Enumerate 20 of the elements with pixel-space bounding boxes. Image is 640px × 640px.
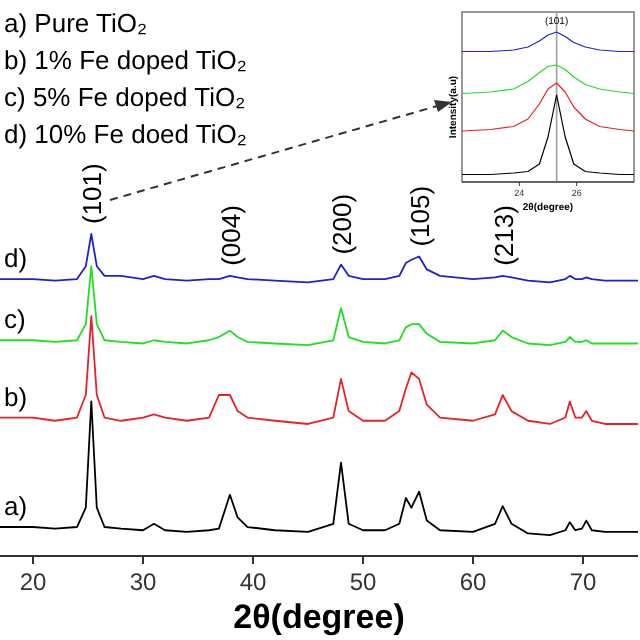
x-tick-label: 40 xyxy=(239,568,267,596)
x-tick-label: 60 xyxy=(459,568,487,596)
annotation: (101) xyxy=(77,163,108,224)
series-label: c) xyxy=(4,304,26,335)
x-tick-label: 20 xyxy=(19,568,47,596)
x-tick-label: 70 xyxy=(569,568,597,596)
series-label: b) xyxy=(4,381,28,412)
text: a) Pure TiO₂ xyxy=(4,8,148,38)
text: c) 5% Fe doped TiO₂ xyxy=(4,82,246,112)
series-label: a) xyxy=(4,491,28,522)
annotation: (004) xyxy=(215,205,246,266)
annotation: (200) xyxy=(327,193,357,255)
x-axis-title: 2θ(degree) xyxy=(233,598,405,636)
series-label: d) xyxy=(4,243,28,274)
x-tick-label: 50 xyxy=(349,568,377,596)
x-tick-label: 30 xyxy=(129,568,157,596)
text: b) 1% Fe doped TiO₂ xyxy=(4,45,247,75)
annotation: (105) xyxy=(405,185,436,247)
text: d) 10% Fe doed TiO₂ xyxy=(4,119,247,149)
annotation: (213) xyxy=(488,205,519,266)
